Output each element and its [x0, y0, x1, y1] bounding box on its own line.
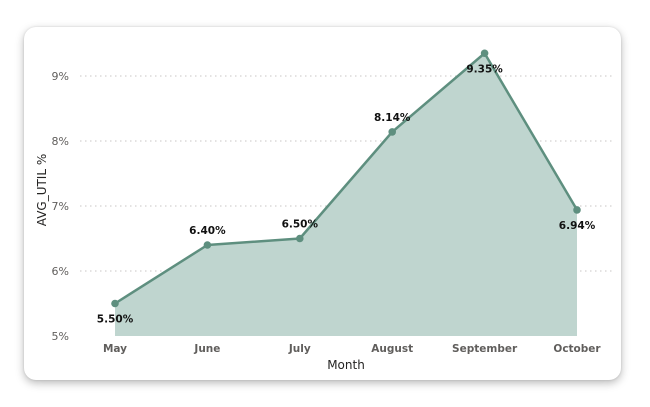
x-tick-label: May — [103, 343, 127, 355]
y-tick-label: 7% — [52, 200, 69, 213]
data-label: 9.35% — [466, 63, 503, 75]
y-axis-ticks: 5% 6% 7% 8% 9% — [52, 70, 69, 343]
x-axis-title: Month — [327, 358, 365, 372]
y-tick-label: 9% — [52, 70, 69, 83]
data-points — [111, 49, 581, 308]
x-tick-label: June — [193, 343, 220, 355]
data-label: 6.40% — [189, 225, 226, 237]
y-tick-label: 6% — [52, 265, 69, 278]
data-point — [203, 241, 212, 249]
x-tick-label: September — [452, 343, 518, 355]
data-labels: 5.50% 6.40% 6.50% 8.14% 9.35% 6.94% — [97, 63, 596, 325]
series-line — [114, 52, 579, 305]
data-point — [573, 206, 581, 214]
data-point — [296, 234, 304, 243]
y-axis-title: AVG_UTIL % — [35, 154, 49, 227]
data-label: 8.14% — [374, 112, 411, 124]
data-point — [480, 49, 489, 58]
x-tick-label: July — [288, 343, 311, 355]
y-tick-label: 8% — [52, 135, 69, 148]
data-label: 6.50% — [282, 219, 319, 231]
y-tick-label: 5% — [52, 330, 69, 343]
data-point — [388, 128, 397, 136]
area-fill — [115, 53, 577, 336]
x-tick-label: October — [553, 343, 601, 355]
x-tick-label: August — [371, 343, 413, 355]
data-label: 5.50% — [97, 314, 134, 326]
data-label: 6.94% — [559, 220, 596, 232]
data-point — [111, 299, 119, 308]
x-axis-ticks: May June July August September October — [103, 343, 601, 355]
